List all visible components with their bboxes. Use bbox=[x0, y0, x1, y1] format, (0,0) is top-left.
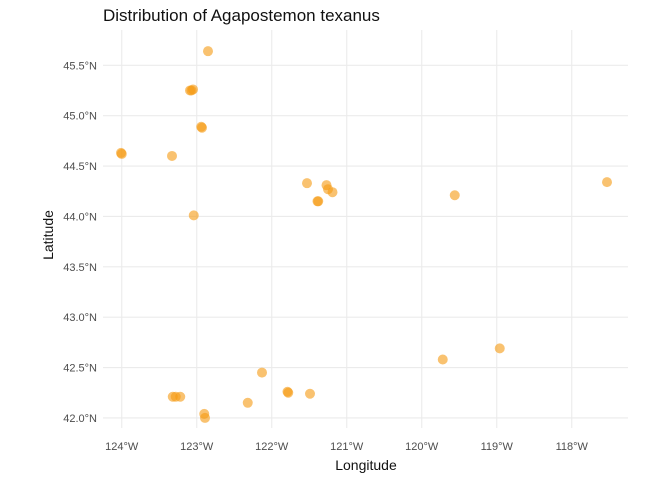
y-tick-label: 42.0°N bbox=[63, 413, 97, 425]
data-point bbox=[313, 196, 324, 207]
data-point bbox=[602, 177, 612, 188]
data-point bbox=[116, 147, 126, 158]
y-tick-label: 43.5°N bbox=[63, 262, 97, 274]
data-point bbox=[200, 412, 210, 423]
data-point bbox=[188, 210, 199, 221]
data-point bbox=[327, 187, 338, 198]
chart-title: Distribution of Agapostemon texanus bbox=[103, 6, 380, 25]
data-point bbox=[203, 46, 213, 57]
data-point bbox=[175, 391, 186, 402]
data-point bbox=[437, 354, 448, 365]
data-point bbox=[302, 178, 312, 189]
y-tick-label: 42.5°N bbox=[63, 363, 97, 375]
x-tick-label: 120°W bbox=[405, 441, 439, 453]
y-tick-label: 44.5°N bbox=[63, 161, 97, 173]
x-tick-label: 119°W bbox=[481, 441, 514, 453]
x-tick-label: 123°W bbox=[180, 441, 214, 453]
y-tick-labels: 42.0°N 42.5°N 43.0°N 43.5°N 44.0°N 44.5°N 45.0… bbox=[63, 60, 97, 425]
data-point bbox=[494, 343, 505, 354]
x-tick-labels: 124°W 123°W 122°W 121°W 120°W 119°W 118°W bbox=[105, 441, 588, 453]
x-tick-label: 122°W bbox=[255, 441, 289, 453]
data-point bbox=[197, 122, 207, 133]
data-point bbox=[305, 388, 315, 399]
x-axis-label: Longitude bbox=[335, 457, 397, 473]
data-point bbox=[283, 387, 294, 398]
x-tick-label: 121°W bbox=[330, 441, 364, 453]
y-tick-label: 43.0°N bbox=[63, 312, 97, 324]
data-points bbox=[116, 46, 612, 423]
data-point bbox=[449, 190, 460, 201]
gridlines bbox=[103, 30, 628, 428]
data-point bbox=[167, 150, 177, 161]
y-axis-label: Latitude bbox=[40, 210, 56, 260]
data-point bbox=[242, 397, 253, 408]
data-point bbox=[257, 367, 267, 378]
y-tick-label: 45.5°N bbox=[63, 60, 97, 72]
x-tick-label: 124°W bbox=[105, 441, 139, 453]
y-tick-label: 45.0°N bbox=[63, 111, 97, 123]
x-tick-label: 118°W bbox=[556, 441, 589, 453]
y-tick-label: 44.0°N bbox=[63, 211, 97, 223]
data-point bbox=[186, 85, 197, 96]
